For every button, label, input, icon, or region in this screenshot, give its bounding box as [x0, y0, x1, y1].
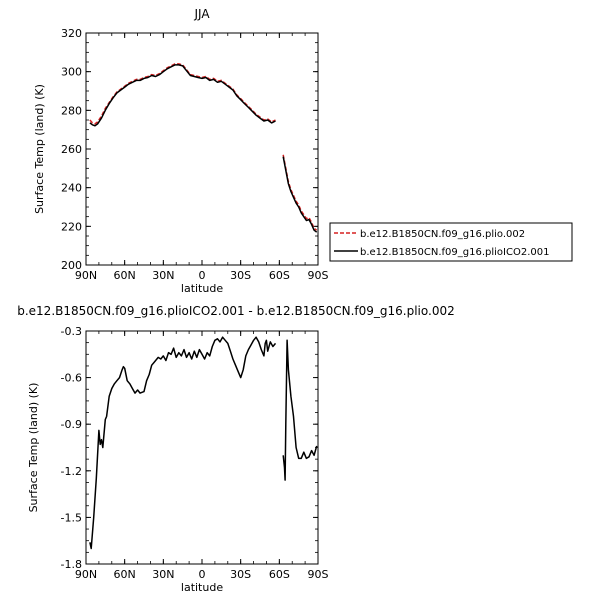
x-tick-label: 30S [230, 269, 251, 282]
y-tick-label: 240 [61, 182, 82, 195]
y-tick-label: -1.8 [61, 558, 82, 571]
x-tick-label: 60S [269, 269, 290, 282]
y-tick-label: 280 [61, 104, 82, 117]
x-axis-label: latitude [181, 581, 223, 594]
series-line-1 [89, 64, 276, 127]
y-tick-label: 200 [61, 259, 82, 272]
x-tick-label: 60S [269, 568, 290, 581]
series-line-0 [282, 339, 318, 481]
top-panel: JJA 200 220 240 260 280 300 320 90N 60N 30N 0 30S 60S… [33, 7, 573, 295]
x-tick-label: 30N [152, 269, 174, 282]
y-tick-label: 320 [61, 27, 82, 40]
x-tick-label: 90N [75, 269, 97, 282]
series-line-1 [282, 156, 318, 233]
y-tick-label: 220 [61, 220, 82, 233]
legend-label-1: b.e12.B1850CN.f09_g16.plioICO2.001 [360, 247, 549, 258]
x-tick-label: 0 [199, 269, 206, 282]
y-tick-label: -1.5 [61, 511, 82, 524]
x-axis-label: latitude [181, 282, 223, 295]
y-tick-label: -0.3 [61, 325, 82, 338]
legend-box [329, 222, 573, 262]
x-tick-label: 90S [308, 568, 329, 581]
y-axis-label: Surface Temp (land) (K) [27, 383, 40, 513]
chart-title: b.e12.B1850CN.f09_g16.plioICO2.001 - b.e… [17, 304, 455, 318]
y-tick-label: -1.2 [61, 465, 82, 478]
x-tick-label: 0 [199, 568, 206, 581]
x-tick-label: 60N [114, 269, 136, 282]
chart-title: JJA [193, 7, 210, 21]
x-tick-label: 90S [308, 269, 329, 282]
plot-frame [85, 32, 319, 266]
y-tick-label: -0.6 [61, 372, 82, 385]
bottom-panel: b.e12.B1850CN.f09_g16.plioICO2.001 - b.e… [17, 304, 455, 594]
y-tick-label: -0.9 [61, 418, 82, 431]
series-line-0 [89, 63, 276, 125]
y-tick-label: 300 [61, 66, 82, 79]
plot-frame [85, 330, 319, 565]
legend-label-0: b.e12.B1850CN.f09_g16.plio.002 [360, 229, 525, 240]
x-tick-label: 60N [114, 568, 136, 581]
x-tick-label: 30S [230, 568, 251, 581]
y-tick-label: 260 [61, 143, 82, 156]
y-axis-label: Surface Temp (land) (K) [33, 84, 46, 214]
x-tick-label: 90N [75, 568, 97, 581]
series-line-0 [282, 154, 318, 231]
x-tick-label: 30N [152, 568, 174, 581]
series-line-0 [89, 336, 277, 550]
